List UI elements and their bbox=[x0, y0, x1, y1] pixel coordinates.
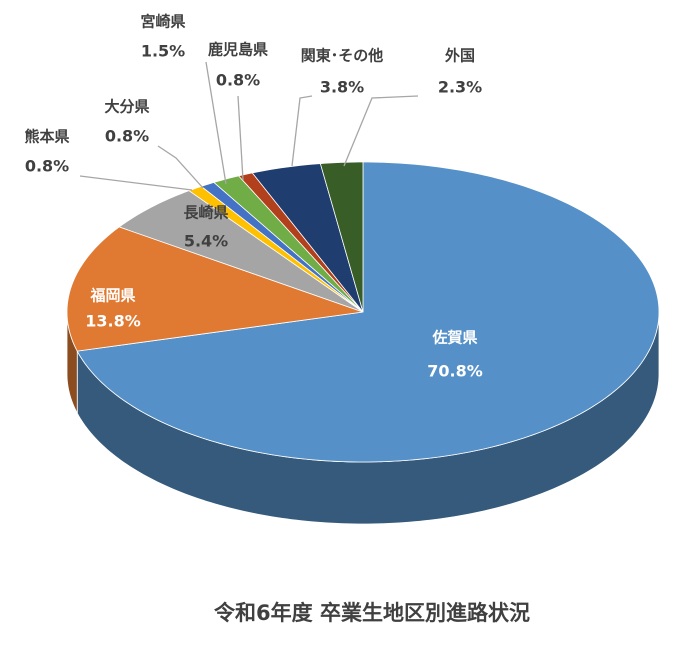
value-label: 3.8% bbox=[320, 78, 364, 97]
category-label: 宮崎県 bbox=[140, 13, 185, 31]
value-label: 0.8% bbox=[216, 71, 260, 90]
slice bbox=[66, 226, 364, 352]
category-label: 大分県 bbox=[104, 98, 149, 116]
category-label: 外国 bbox=[444, 47, 475, 65]
slice bbox=[213, 175, 364, 313]
value-label: 1.5% bbox=[141, 42, 185, 61]
value-label: 2.3% bbox=[438, 78, 482, 97]
value-label: 5.4% bbox=[184, 232, 228, 251]
slice bbox=[76, 161, 660, 463]
value-label: 0.8% bbox=[105, 127, 149, 146]
value-label: 13.8% bbox=[85, 312, 141, 331]
category-label: 鹿児島県 bbox=[208, 41, 268, 59]
leader-line bbox=[79, 175, 193, 191]
category-label: 福岡県 bbox=[89, 287, 135, 305]
leader-line bbox=[343, 95, 419, 167]
leader-line bbox=[157, 145, 204, 189]
pie bbox=[66, 161, 660, 525]
category-label: 長崎県 bbox=[183, 204, 228, 222]
category-label: 熊本県 bbox=[24, 128, 69, 146]
slice bbox=[118, 190, 364, 313]
slice bbox=[319, 161, 364, 313]
slice bbox=[251, 163, 364, 313]
value-label: 0.8% bbox=[25, 157, 69, 176]
value-label: 70.8% bbox=[427, 362, 483, 381]
leader-line bbox=[237, 95, 244, 181]
category-label: 佐賀県 bbox=[431, 329, 477, 347]
chart-title: 令和6年度 卒業生地区別進路状況 bbox=[214, 601, 530, 625]
leader-line bbox=[205, 61, 227, 185]
leader-line bbox=[291, 95, 313, 167]
category-label: 関東･その他 bbox=[301, 47, 384, 65]
